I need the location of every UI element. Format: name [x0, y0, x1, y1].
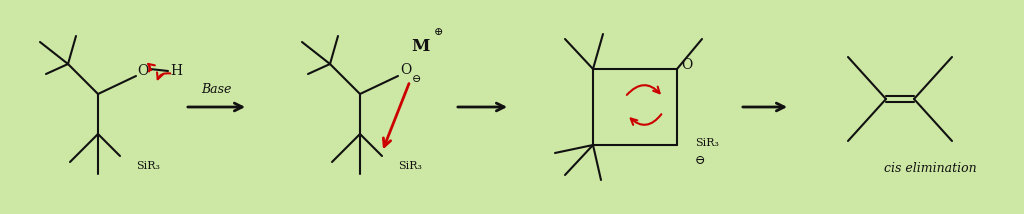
Text: O: O: [681, 58, 692, 72]
Text: H: H: [170, 64, 182, 78]
Text: SiR₃: SiR₃: [695, 138, 719, 148]
Text: SiR₃: SiR₃: [398, 161, 422, 171]
Text: cis elimination: cis elimination: [884, 162, 976, 175]
Text: ⊖: ⊖: [695, 155, 706, 168]
Text: O: O: [400, 63, 412, 77]
Text: SiR₃: SiR₃: [136, 161, 160, 171]
Text: Base: Base: [201, 83, 231, 95]
Text: ⊖: ⊖: [413, 74, 422, 84]
Text: O: O: [137, 64, 148, 78]
Text: ⊕: ⊕: [433, 27, 442, 37]
Text: M: M: [411, 37, 429, 55]
